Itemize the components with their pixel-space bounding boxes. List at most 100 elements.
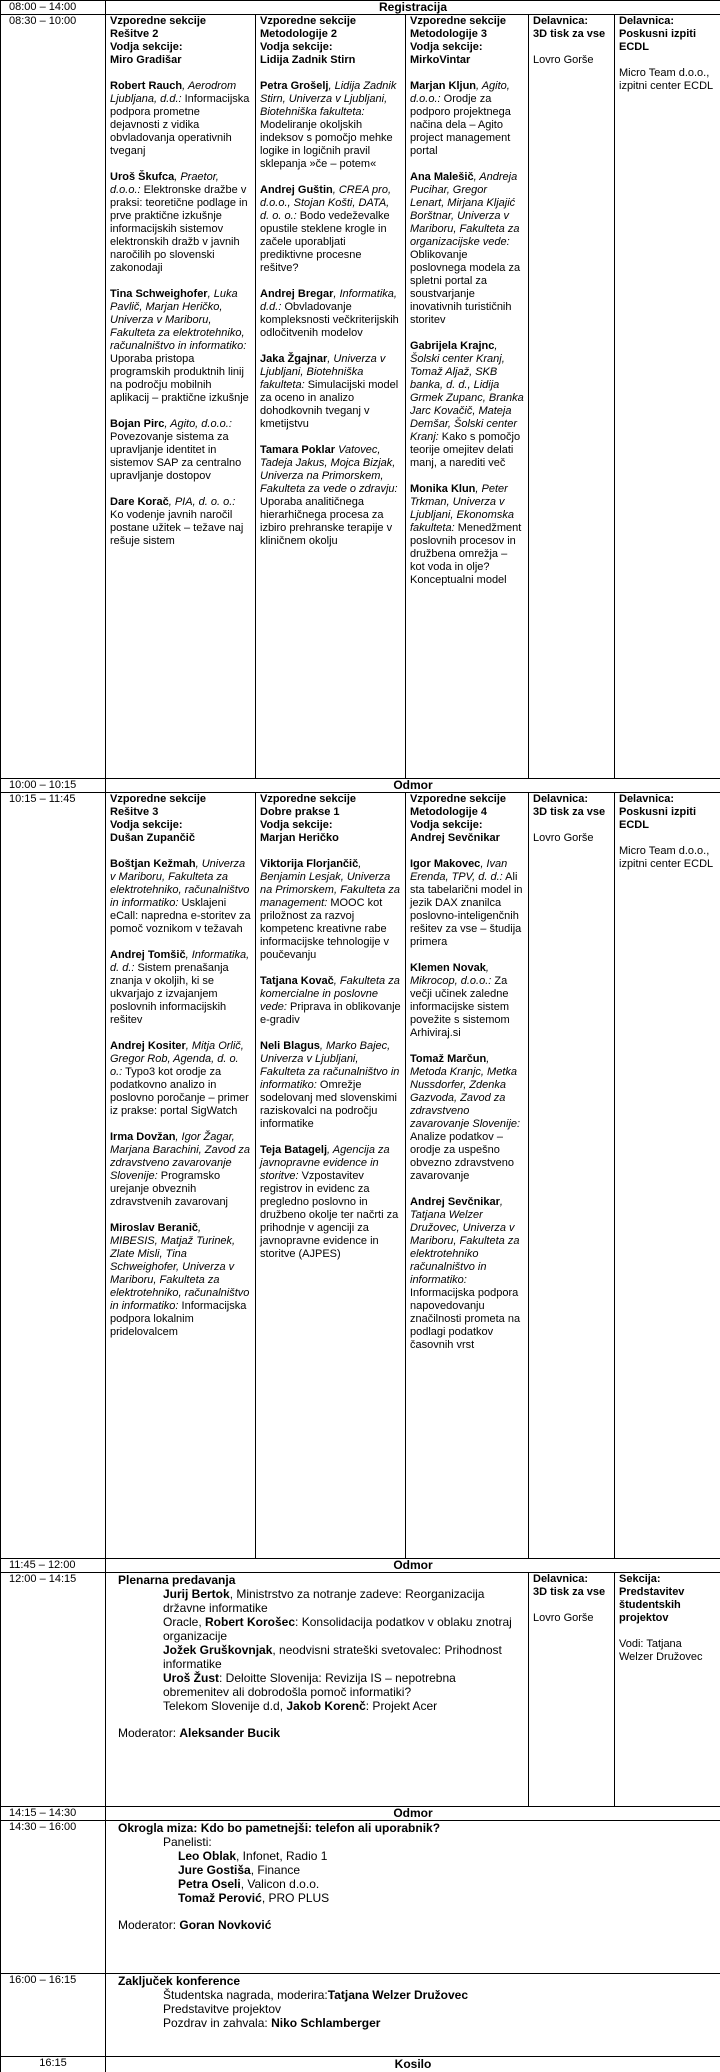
affiliation: , Luka Pavlič, Marjan Heričko, Univerza …	[110, 288, 247, 352]
session-heading: MirkoVintar	[410, 54, 471, 66]
affiliation: , Igor Žagar, Marjana Barachini, Zavod z…	[110, 1131, 251, 1182]
name: Goran Novković	[179, 1918, 272, 1932]
schedule-row: 12:00 – 14:15 Plenarna predavanja Jurij Be…	[0, 1572, 720, 1807]
affiliation: , Agito, d.o.o.:	[410, 80, 510, 105]
affiliation: , MIBESIS, Matjaž Turinek, Zlate Misli, …	[110, 1222, 250, 1312]
program: Zaključek konference Študentska nagrada, …	[110, 1975, 716, 2031]
program-heading: Plenarna predavanja	[118, 1573, 236, 1588]
talk-title: Vzpostavitev registrov in evidenc za pre…	[260, 1170, 399, 1260]
speaker: Teja Batagelj	[260, 1144, 328, 1156]
session-cell: Vzporedne sekcije Metodologije 2 Vodja sek…	[255, 14, 406, 779]
talk-title: Simulacijski model za oceno in analizo d…	[260, 379, 399, 430]
talk-title: Usklajeni eCall: napredna e-storitev za …	[110, 897, 251, 935]
talk-title: Uporaba pristopa programskih produktnih …	[110, 353, 249, 404]
session-cell: Vzporedne sekcije Rešitve 2 Vodja sekcije:…	[105, 14, 256, 779]
schedule-row: 11:45 – 12:00 Odmor	[0, 1558, 720, 1573]
workshop-heading: 3D tisk za vse	[533, 1586, 606, 1598]
schedule-row: 08:00 – 14:00 Registracija	[0, 0, 720, 15]
workshop-body: Lovro Gorše	[533, 1612, 594, 1624]
session-heading: Dobre prakse 1	[260, 806, 340, 818]
affiliation: , Informatika, d.d.:	[260, 288, 397, 313]
affiliation: , Aerodrom Ljubljana, d.d.:	[110, 80, 237, 105]
name: Leo Oblak	[178, 1849, 237, 1863]
text: Predstavitve projektov	[163, 2002, 282, 2016]
workshop-cell: Delavnica: 3D tisk za vse Lovro Gorše	[528, 792, 615, 1559]
program-item: Telekom Slovenije d.d, Jakob Korenč: Pro…	[118, 1699, 524, 1713]
session-heading: Vodja sekcije:	[410, 41, 483, 53]
workshop-body: Vodi: Tatjana Welzer Družovec	[619, 1638, 703, 1663]
workshop-body: Lovro Gorše	[533, 832, 594, 844]
talk-title: Elektronske dražbe v praksi: teoretične …	[110, 184, 248, 274]
time-slot: 14:15 – 14:30	[0, 1806, 106, 1821]
time-slot: 14:30 – 16:00	[0, 1820, 106, 1974]
speaker: Andrej Tomšič	[110, 949, 186, 961]
talk: Teja Batagelj, Agencija za javnopravne e…	[260, 1144, 401, 1261]
workshop-heading: Delavnica:	[619, 793, 675, 806]
session-cell: Vzporedne sekcije Metodologije 3 Vodja sek…	[405, 14, 529, 779]
talk: Igor Makovec, Ivan Erenda, TPV, d. d.: A…	[410, 858, 524, 949]
session-heading: Vzporedne sekcije	[410, 793, 506, 806]
talk: Irma Dovžan, Igor Žagar, Marjana Barachi…	[110, 1131, 251, 1209]
speaker: Igor Makovec	[410, 858, 481, 870]
speaker: Andrej Guštin	[260, 184, 333, 196]
workshop-cell: Delavnica: 3D tisk za vse Lovro Gorše	[528, 14, 615, 779]
program-item: Uroš Žust: Deloitte Slovenija: Revizija …	[118, 1671, 524, 1699]
affiliation: , Fakulteta za komercialne in poslovne v…	[260, 975, 400, 1013]
talk-title: Menedžment poslovnih procesov in družben…	[410, 522, 522, 586]
talk: Tatjana Kovač, Fakulteta za komercialne …	[260, 975, 401, 1027]
speaker: Dare Korač	[110, 496, 169, 508]
affiliation: Vatovec, Tadeja Jakus, Mojca Bizjak, Uni…	[260, 444, 398, 495]
name: Jurij Bertok	[163, 1587, 230, 1601]
session-heading: Metodologije 2	[260, 28, 337, 40]
speaker: Tatjana Kovač	[260, 975, 334, 987]
session-heading: Rešitve 3	[110, 806, 159, 818]
name: Jure Gostiša	[178, 1863, 251, 1877]
text: : Deloitte Slovenija: Revizija IS – nepo…	[163, 1671, 456, 1699]
talk: Neli Blagus, Marko Bajec, Univerza v Lju…	[260, 1040, 401, 1131]
workshop-heading: 3D tisk za vse	[533, 28, 606, 40]
program-item: Jožek Gruškovnjak, neodvisni strateški s…	[118, 1643, 524, 1671]
workshop-body: Lovro Gorše	[533, 54, 594, 66]
affiliation: , Praetor, d.o.o.:	[110, 171, 219, 196]
talk-title: Ko vodenje javnih naročil postane užitek…	[110, 509, 244, 547]
row-label: Kosilo	[104, 2056, 720, 2072]
text: , PRO PLUS	[261, 1891, 330, 1905]
affiliation: , CREA pro, d.o.o., Stojan Košti, DATA, …	[260, 184, 392, 222]
session-cell: Vzporedne sekcije Dobre prakse 1 Vodja sek…	[255, 792, 406, 1559]
talk: Jaka Žgajnar, Univerza v Ljubljani, Biot…	[260, 353, 401, 431]
speaker: Tomaž Marčun	[410, 1053, 487, 1065]
speaker: Petra Grošelj	[260, 80, 329, 92]
speaker: Bojan Pirc	[110, 418, 165, 430]
workshop-cell: Delavnica: Poskusni izpiti ECDL Micro Team…	[613, 792, 720, 1559]
talk: Ana Malešič, Andreja Pucihar, Gregor Len…	[410, 171, 524, 327]
program-item: Petra Oseli, Valicon d.o.o.	[118, 1877, 716, 1891]
program-cell: Plenarna predavanja Jurij Bertok, Ministr…	[105, 1572, 529, 1807]
schedule-row: 16:15 Kosilo	[0, 2056, 720, 2072]
talk-title: Omrežje sodelovanj med slovenskimi razis…	[260, 1079, 397, 1130]
talk-title: Povezovanje sistema za upravljanje ident…	[110, 431, 242, 482]
name: Petra Oseli	[178, 1877, 241, 1891]
talk: Uroš Škufca, Praetor, d.o.o.: Elektronsk…	[110, 171, 251, 275]
session-heading: Vzporedne sekcije	[110, 15, 206, 28]
session-heading: Vzporedne sekcije	[260, 793, 356, 806]
talk: Monika Klun, Peter Trkman, Univerza v Lj…	[410, 483, 524, 587]
program-item: Študentska nagrada, moderira:Tatjana Wel…	[118, 1988, 716, 2002]
speaker: Ana Malešič	[410, 171, 474, 183]
speaker: Marjan Kljun	[410, 80, 477, 92]
speaker: Andrej Bregar	[260, 288, 334, 300]
speaker: Jaka Žgajnar	[260, 353, 328, 365]
session-cell: Vzporedne sekcije Metodologije 4 Vodja sek…	[405, 792, 529, 1559]
workshop-heading: Delavnica:	[619, 15, 675, 28]
text: Študentska nagrada, moderira:	[163, 1988, 328, 2002]
talk: Marjan Kljun, Agito, d.o.o.: Orodje za p…	[410, 80, 524, 158]
row-label: Odmor	[104, 1806, 720, 1821]
talk-title: Informacijska podpora lokalnim pridelova…	[110, 1300, 247, 1338]
program-item: Pozdrav in zahvala: Niko Schlamberger	[118, 2016, 716, 2030]
affiliation: , Ivan Erenda, TPV, d. d.:	[410, 858, 508, 883]
workshop-heading: Delavnica:	[533, 1573, 589, 1586]
talk: Gabrijela Krajnc, Šolski center Kranj, T…	[410, 340, 524, 470]
talk-title: Informacijska podpora prometne dejavnost…	[110, 93, 250, 157]
schedule-row: 16:00 – 16:15 Zaključek konference Študent…	[0, 1973, 720, 2057]
workshop-cell: Delavnica: 3D tisk za vse Lovro Gorše	[528, 1572, 615, 1807]
